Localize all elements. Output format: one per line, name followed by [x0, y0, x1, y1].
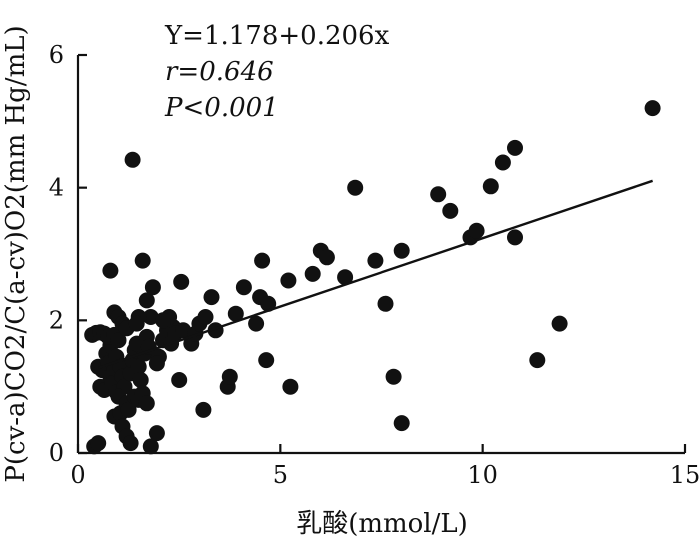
- data-point: [282, 378, 299, 395]
- y-tick-label: 0: [49, 439, 64, 467]
- data-point: [254, 252, 271, 269]
- data-point: [124, 151, 141, 168]
- data-point: [393, 242, 410, 259]
- data-point: [367, 252, 384, 269]
- data-point: [173, 273, 190, 290]
- data-point: [138, 292, 155, 309]
- data-point: [171, 372, 188, 388]
- data-point: [132, 372, 149, 388]
- y-tick-label: 2: [49, 306, 64, 334]
- data-point: [138, 395, 155, 412]
- data-point: [195, 401, 212, 418]
- data-point: [318, 249, 335, 266]
- data-point: [144, 279, 161, 296]
- data-point: [235, 279, 252, 296]
- data-point: [430, 186, 447, 203]
- data-point: [155, 312, 171, 329]
- x-tick-label: 0: [70, 461, 85, 489]
- data-point: [120, 401, 137, 418]
- regression-equation: Y=1.178+0.206x: [164, 21, 390, 51]
- data-point: [110, 332, 127, 349]
- data-point: [507, 229, 523, 246]
- axis-ticks: 0 5 10 15 0 2 4 6: [49, 41, 700, 489]
- data-point: [90, 435, 107, 452]
- data-point: [385, 368, 402, 385]
- data-point: [482, 178, 499, 195]
- data-point: [280, 272, 297, 289]
- y-tick-label: 4: [49, 174, 64, 202]
- data-point: [494, 154, 511, 171]
- data-point: [134, 252, 151, 269]
- data-point: [122, 435, 139, 452]
- data-point: [227, 305, 244, 322]
- regression-line: [97, 179, 654, 370]
- data-point: [248, 315, 265, 332]
- data-point: [258, 352, 275, 369]
- p-value: P<0.001: [164, 93, 279, 123]
- data-point: [197, 309, 214, 325]
- data-point: [102, 262, 119, 279]
- data-point: [130, 358, 147, 375]
- data-point: [507, 139, 523, 156]
- data-point: [148, 425, 165, 442]
- data-point: [260, 295, 277, 312]
- x-tick-label: 5: [273, 461, 288, 489]
- data-point: [203, 289, 220, 306]
- data-point: [304, 265, 321, 282]
- data-point: [551, 315, 568, 332]
- data-point: [128, 315, 145, 332]
- x-tick-label: 10: [467, 461, 498, 489]
- y-tick-label: 6: [49, 41, 64, 69]
- data-point: [175, 322, 192, 339]
- data-point: [337, 269, 354, 286]
- data-point: [221, 368, 238, 385]
- data-point: [148, 355, 165, 372]
- data-point: [142, 309, 159, 325]
- x-tick-label: 15: [670, 461, 700, 489]
- correlation-coefficient: r=0.646: [165, 57, 274, 87]
- data-point: [140, 338, 157, 355]
- x-axis-title: 乳酸(mmol/L): [296, 509, 468, 539]
- data-point: [393, 415, 410, 432]
- data-point: [644, 100, 661, 117]
- data-points: [84, 100, 661, 455]
- data-point: [142, 438, 159, 455]
- y-axis-title: P(cv-a)CO2/C(a-cv)O2(mm Hg/mL): [1, 25, 31, 482]
- data-point: [529, 352, 546, 369]
- data-point: [442, 202, 459, 219]
- data-point: [347, 179, 364, 196]
- data-point: [468, 222, 485, 239]
- data-point: [377, 295, 394, 312]
